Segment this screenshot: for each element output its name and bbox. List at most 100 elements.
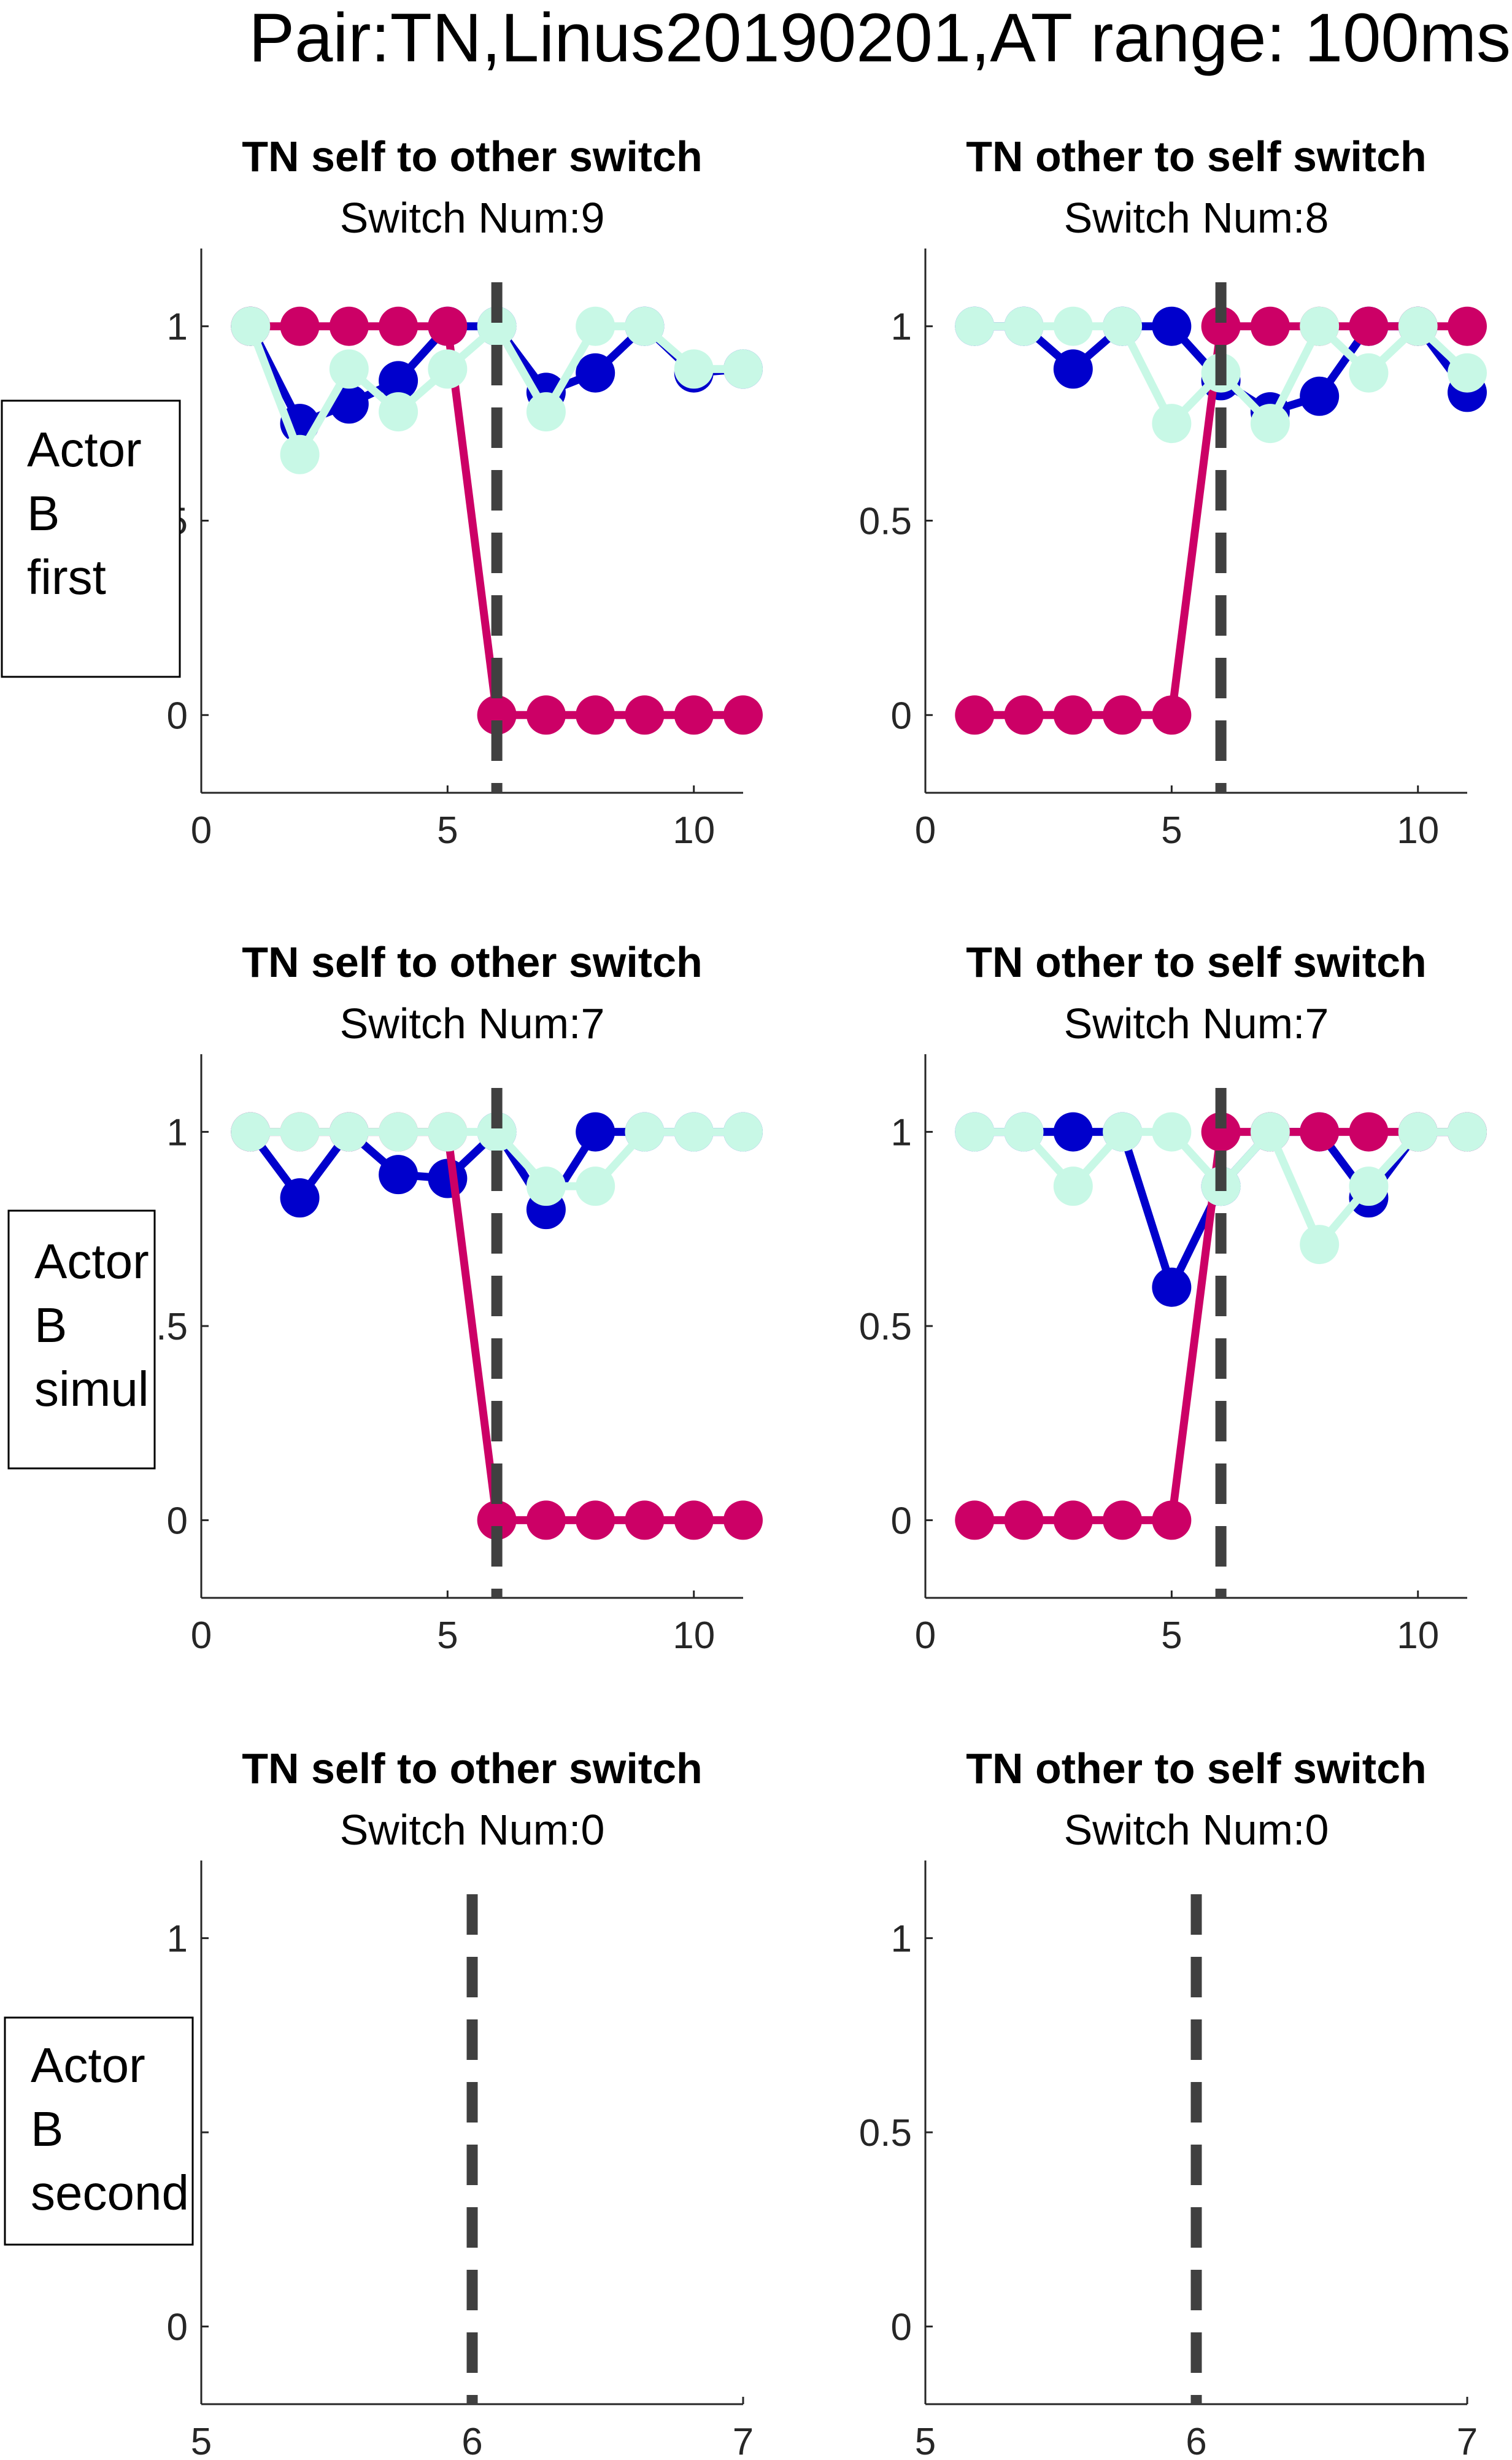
y-tick-label: 0 — [891, 695, 912, 737]
row-label-line: simul — [34, 1362, 149, 1416]
data-point — [1053, 306, 1093, 346]
data-point — [723, 1500, 763, 1540]
data-point — [1349, 1112, 1389, 1152]
subplot-subtitle: Switch Num:8 — [1064, 194, 1329, 242]
data-point — [428, 349, 468, 389]
data-point — [280, 434, 320, 474]
x-tick-label: 5 — [437, 1614, 458, 1657]
data-point — [477, 1500, 517, 1540]
data-point — [526, 1166, 566, 1206]
x-tick-label: 10 — [673, 809, 715, 852]
data-point — [674, 1500, 714, 1540]
data-point — [1152, 404, 1192, 444]
data-point — [1349, 306, 1389, 346]
data-point — [477, 1112, 517, 1152]
data-point — [379, 306, 418, 346]
data-point — [1300, 1112, 1340, 1152]
figure-title: Pair:TN,Linus20190201,AT range: 100ms — [249, 0, 1511, 76]
data-point — [1448, 353, 1487, 393]
subplot-subtitle: Switch Num:7 — [1064, 1000, 1329, 1047]
subplot-subtitle: Switch Num:7 — [340, 1000, 605, 1047]
data-point — [1398, 1112, 1438, 1152]
y-tick-label: 0 — [891, 1500, 912, 1542]
y-tick-label: 0 — [167, 2306, 188, 2348]
data-point — [428, 306, 468, 346]
row-label-line: second — [31, 2165, 189, 2220]
data-point — [955, 695, 995, 735]
y-tick-label: 0 — [167, 1500, 188, 1542]
data-point — [1103, 1500, 1143, 1540]
subplot-subtitle: Switch Num:0 — [340, 1806, 605, 1854]
subplot-title: TN self to other switch — [242, 938, 703, 986]
row-label-line: Actor — [34, 1234, 149, 1289]
y-tick-label: 1 — [891, 306, 912, 349]
data-point — [428, 1112, 468, 1152]
row-label-box — [1, 399, 181, 678]
data-point — [1053, 1166, 1093, 1206]
data-point — [1250, 306, 1290, 346]
data-point — [526, 695, 566, 735]
data-point — [955, 1112, 995, 1152]
data-point — [1004, 1112, 1044, 1152]
data-point — [576, 306, 615, 346]
data-point — [576, 1500, 615, 1540]
row-label-line: Actor — [27, 422, 142, 477]
data-point — [428, 1159, 468, 1198]
subplot-3: TN self to other switch Switch Num:7 0 5 10 0… — [7, 938, 763, 1657]
data-point — [625, 1112, 665, 1152]
data-point — [1053, 1112, 1093, 1152]
data-point — [1103, 1112, 1143, 1152]
subplot-title: TN self to other switch — [242, 133, 703, 180]
data-point — [379, 361, 418, 401]
x-tick-label: 0 — [915, 1614, 936, 1657]
y-tick-label: 0 — [167, 695, 188, 737]
data-point — [1152, 1500, 1192, 1540]
data-point — [1398, 306, 1438, 346]
y-tick-label: 1 — [891, 1918, 912, 1961]
data-point — [674, 695, 714, 735]
subplot-subtitle: Switch Num:9 — [340, 194, 605, 242]
data-point — [1004, 1500, 1044, 1540]
data-point — [1152, 1112, 1192, 1152]
data-point — [1300, 1225, 1340, 1265]
x-tick-label: 5 — [437, 809, 458, 852]
data-point — [1103, 306, 1143, 346]
x-tick-label: 0 — [915, 809, 936, 852]
data-point — [1349, 1166, 1389, 1206]
x-tick-label: 10 — [1397, 1614, 1439, 1657]
data-point — [231, 306, 271, 346]
data-point — [576, 1166, 615, 1206]
row-label-line: first — [27, 550, 106, 604]
data-point — [1053, 349, 1093, 389]
data-point — [1448, 306, 1487, 346]
data-point — [280, 1112, 320, 1152]
data-point — [625, 306, 665, 346]
data-point — [329, 306, 369, 346]
x-tick-label: 5 — [191, 2421, 212, 2460]
data-point — [1201, 1112, 1241, 1152]
data-point — [955, 306, 995, 346]
data-point — [526, 1500, 566, 1540]
x-tick-label: 6 — [1186, 2421, 1206, 2460]
data-point — [1250, 404, 1290, 444]
data-point — [723, 695, 763, 735]
data-point — [1300, 306, 1340, 346]
data-point — [329, 349, 369, 389]
data-point — [477, 695, 517, 735]
x-tick-label: 7 — [1457, 2421, 1478, 2460]
data-point — [1152, 306, 1192, 346]
subplot-title: TN other to self switch — [966, 1745, 1427, 1792]
data-point — [1152, 695, 1192, 735]
data-point — [576, 695, 615, 735]
x-tick-label: 0 — [191, 809, 212, 852]
data-point — [723, 349, 763, 389]
x-tick-label: 0 — [191, 1614, 212, 1657]
row-label-line: B — [34, 1298, 67, 1352]
subplot-6: TN other to self switch Switch Num:0 5 6 7 0 0… — [859, 1745, 1478, 2460]
subplot-title: TN other to self switch — [966, 938, 1427, 986]
subplot-title: TN other to self switch — [966, 133, 1427, 180]
data-point — [1448, 1112, 1487, 1152]
data-point — [1300, 376, 1340, 416]
data-point — [477, 306, 517, 346]
data-point — [723, 1112, 763, 1152]
